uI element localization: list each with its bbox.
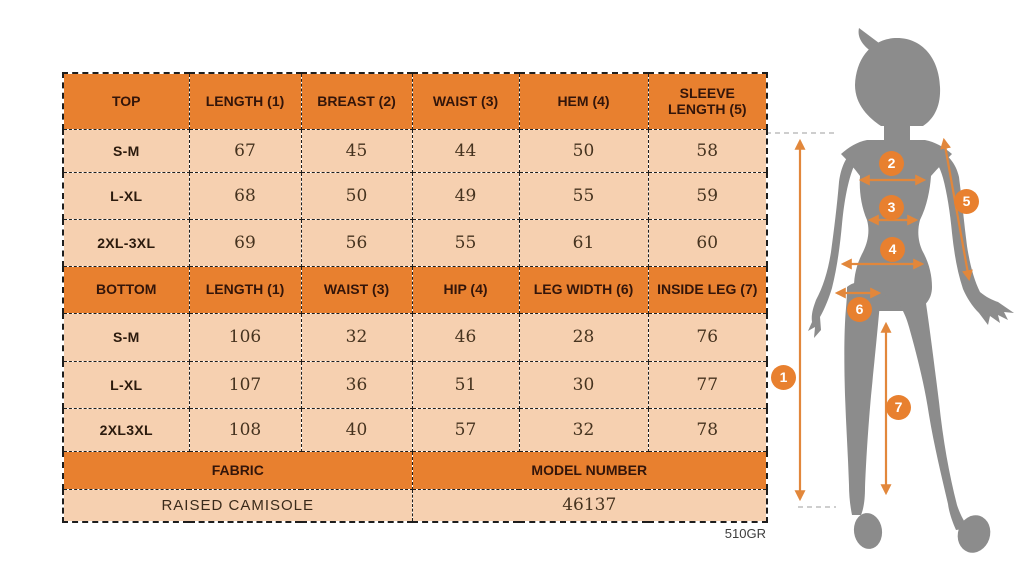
column-header-length: LENGTH (1) [188,265,302,314]
measurement-cell: 106 [188,312,302,362]
table-row: L-XL 107 36 51 30 77 [62,360,768,409]
table-row: S-M 67 45 44 50 58 [62,128,768,173]
measurement-cell: 78 [647,407,768,452]
left-arm [808,149,864,338]
measurement-cell: 57 [411,407,520,452]
measurement-cell: 46 [411,312,520,362]
size-label: 2XL-3XL [62,218,190,267]
measurement-marker-1: 1 [771,365,796,390]
size-label: L-XL [62,171,190,220]
table-row: S-M 106 32 46 28 76 [62,312,768,362]
measurement-cell: 107 [188,360,302,409]
hair [855,38,941,126]
column-header-top: TOP [62,72,190,130]
right-arm [927,149,1014,325]
measurement-cell: 108 [188,407,302,452]
measurement-cell: 51 [411,360,520,409]
measurement-cell: 50 [518,128,649,173]
footnote-text: 510GR [724,526,766,541]
model-number-value: 46137 [411,488,768,523]
column-header-bottom: BOTTOM [62,265,190,314]
column-header-waist: WAIST (3) [300,265,413,314]
right-leg [876,284,969,530]
size-label: 2XL3XL [62,407,190,452]
measurement-cell: 76 [647,312,768,362]
measurement-marker-4: 4 [880,237,905,262]
size-label: S-M [62,128,190,173]
column-header-hip: HIP (4) [411,265,520,314]
measurement-cell: 36 [300,360,413,409]
column-header-hem: HEM (4) [518,72,649,130]
measurement-marker-2: 2 [879,151,904,176]
table-row: L-XL 68 50 49 55 59 [62,171,768,220]
measurement-marker-6: 6 [847,297,872,322]
bottom-header-row: BOTTOM LENGTH (1) WAIST (3) HIP (4) LEG … [62,265,768,314]
left-leg [844,282,881,515]
measurement-cell: 55 [518,171,649,220]
measurement-cell: 32 [300,312,413,362]
measurement-cell: 59 [647,171,768,220]
measurement-cell: 32 [518,407,649,452]
size-label: S-M [62,312,190,362]
measurement-cell: 49 [411,171,520,220]
measurement-cell: 40 [300,407,413,452]
column-header-waist: WAIST (3) [411,72,520,130]
column-header-breast: BREAST (2) [300,72,413,130]
left-foot [853,513,883,549]
column-header-sleeve-length: SLEEVE LENGTH (5) [647,72,768,130]
measurement-cell: 68 [188,171,302,220]
fabric-label: FABRIC [62,450,413,490]
measurement-cell: 77 [647,360,768,409]
measurement-cell: 55 [411,218,520,267]
model-number-label: MODEL NUMBER [411,450,768,490]
figure-canvas [768,28,1014,553]
measurement-cell: 60 [647,218,768,267]
size-label: L-XL [62,360,190,409]
measurement-cell: 69 [188,218,302,267]
measurement-cell: 58 [647,128,768,173]
info-value-row: RAISED CAMISOLE 46137 [62,488,768,523]
measurement-figure: 1 2 3 4 5 6 7 [768,0,1024,579]
right-foot [957,515,991,553]
measurement-cell: 50 [300,171,413,220]
measurement-marker-3: 3 [879,195,904,220]
size-chart-table: TOP LENGTH (1) BREAST (2) WAIST (3) HEM … [62,72,768,523]
fabric-value: RAISED CAMISOLE [62,488,413,523]
top-header-row: TOP LENGTH (1) BREAST (2) WAIST (3) HEM … [62,72,768,130]
hair-flick [858,28,879,52]
measurement-cell: 67 [188,128,302,173]
table-row: 2XL3XL 108 40 57 32 78 [62,407,768,452]
measurement-cell: 56 [300,218,413,267]
measurement-marker-5: 5 [954,189,979,214]
measurement-cell: 30 [518,360,649,409]
measurement-cell: 45 [300,128,413,173]
neck [884,108,910,146]
info-header-row: FABRIC MODEL NUMBER [62,450,768,490]
column-header-length: LENGTH (1) [188,72,302,130]
measurement-cell: 61 [518,218,649,267]
measurement-cell: 44 [411,128,520,173]
reference-dashed-lines [768,132,838,508]
column-header-leg-width: LEG WIDTH (6) [518,265,649,314]
measurement-marker-7: 7 [886,395,911,420]
measurement-cell: 28 [518,312,649,362]
table-row: 2XL-3XL 69 56 55 61 60 [62,218,768,267]
column-header-inside-leg: INSIDE LEG (7) [647,265,768,314]
